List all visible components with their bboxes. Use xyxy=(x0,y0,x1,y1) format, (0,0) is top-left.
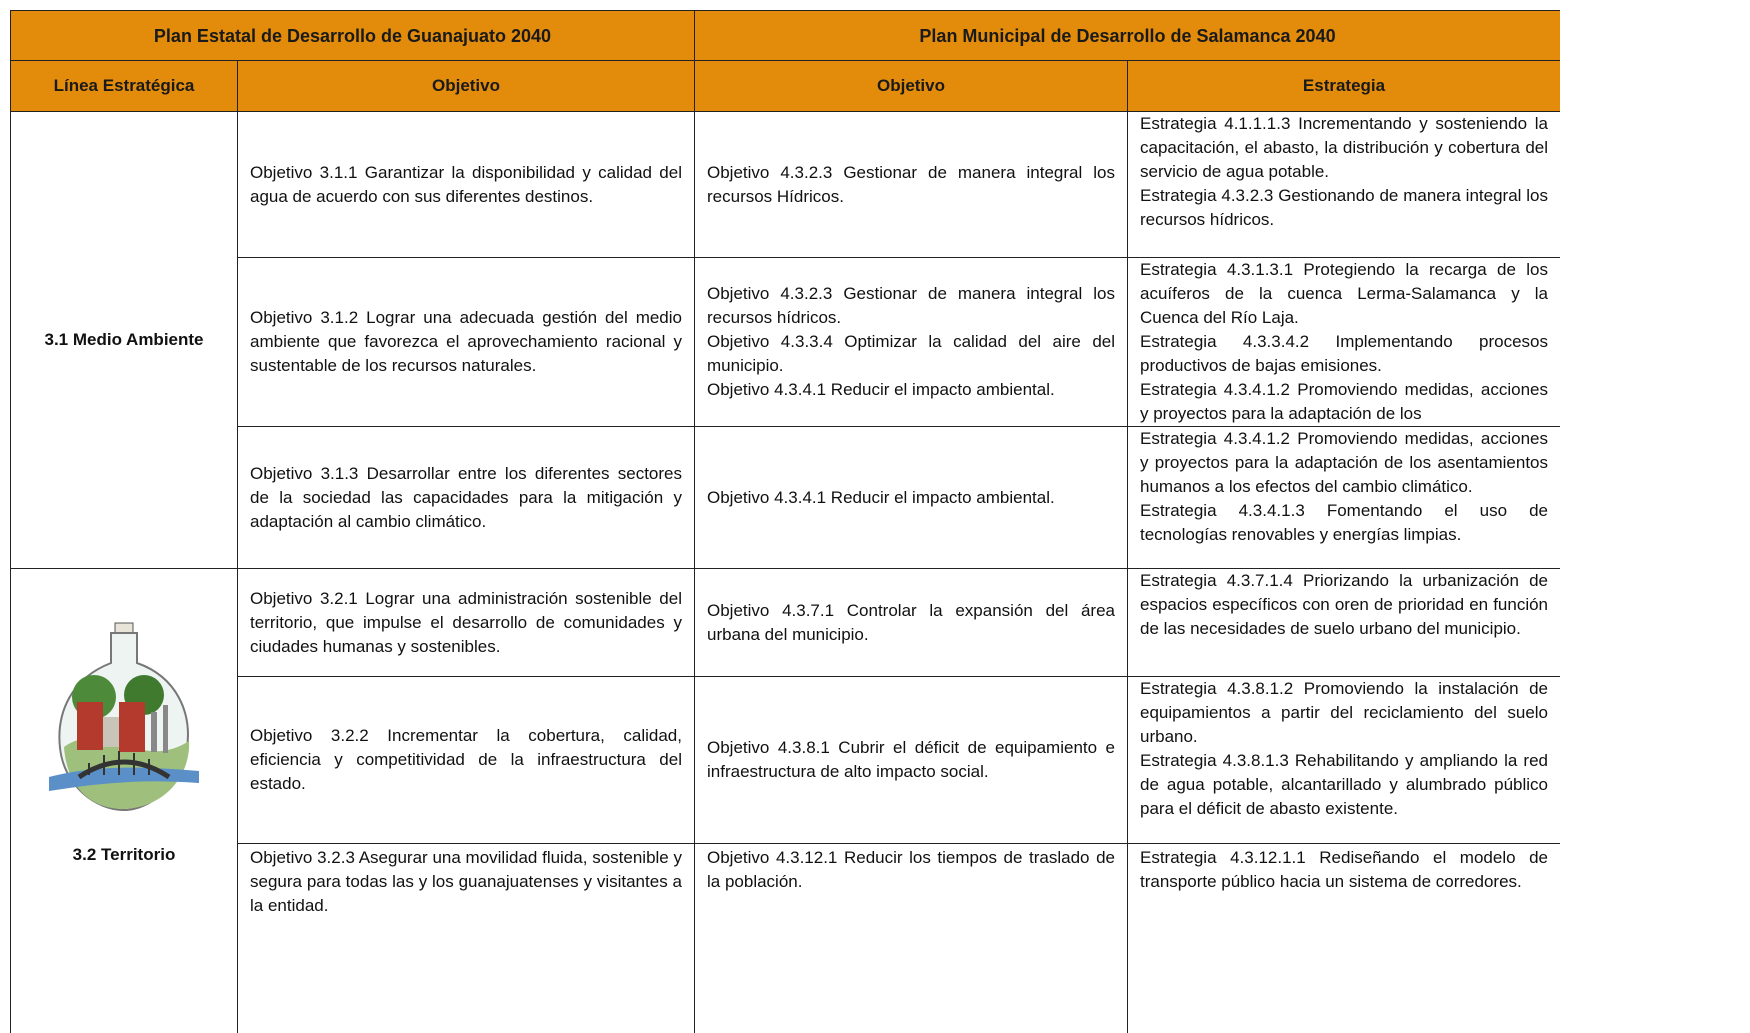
estrategia-text: Estrategia 4.3.4.1.2 Promoviendo medidas… xyxy=(1140,429,1549,496)
estrategia-cell: Estrategia 4.3.1.3.1 Protegiendo la reca… xyxy=(1126,257,1560,427)
estatal-cell: Objetivo 3.1.2 Lograr una adecuada gesti… xyxy=(237,257,695,427)
municipal-cell: Objetivo 4.3.8.1 Cubrir el déficit de eq… xyxy=(694,676,1128,844)
estrategia-cell: Estrategia 4.3.4.1.2 Promoviendo medidas… xyxy=(1126,426,1560,569)
column-header: Objetivo xyxy=(237,60,695,112)
estrategia-text: Estrategia 4.1.1.1.3 Incrementando y sos… xyxy=(1140,114,1549,181)
municipal-text: Objetivo 4.3.8.1 Cubrir el déficit de eq… xyxy=(707,738,1115,781)
table-body: 3.1 Medio Ambiente Objetivo 3.1.1 Garanti… xyxy=(10,111,1560,1033)
linea-estrategica: 3.1 Medio Ambiente xyxy=(10,111,238,569)
column-header: Objetivo xyxy=(694,60,1128,112)
estrategia-cell: Estrategia 4.1.1.1.3 Incrementando y sos… xyxy=(1126,111,1560,258)
estrategia-text: Estrategia 4.3.4.1.3 Fomentando el uso d… xyxy=(1140,501,1549,544)
territory-illustration xyxy=(49,622,199,812)
estatal-text: Objetivo 3.2.3 Asegurar una movilidad fl… xyxy=(250,848,682,915)
estrategia-cell: Estrategia 4.3.8.1.2 Promoviendo la inst… xyxy=(1126,676,1560,844)
municipal-text: Objetivo 4.3.12.1 Reducir los tiempos de… xyxy=(707,848,1115,891)
estrategia-cell: Estrategia 4.3.12.1.1 Rediseñando el mod… xyxy=(1126,843,1560,1033)
estrategia-text: Estrategia 4.3.1.3.1 Protegiendo la reca… xyxy=(1140,260,1549,327)
estrategia-text: Estrategia 4.3.2.3 Gestionando de manera… xyxy=(1140,186,1549,229)
municipal-text: Objetivo 4.3.2.3 Gestionar de manera int… xyxy=(707,162,1115,206)
linea-label: 3.2 Territorio xyxy=(72,845,176,864)
municipal-text: Objetivo 4.3.2.3 Gestionar de manera int… xyxy=(707,284,1115,327)
estrategia-text: Estrategia 4.3.4.1.2 Promoviendo medidas… xyxy=(1140,380,1549,423)
table-row: Objetivo 3.1.2 Lograr una adecuada gesti… xyxy=(11,257,1560,427)
column-header: Línea Estratégica xyxy=(10,60,238,112)
estatal-text: Objetivo 3.2.1 Lograr una administración… xyxy=(250,588,682,656)
estatal-cell: Objetivo 3.2.1 Lograr una administración… xyxy=(237,568,695,677)
estrategia-text: Estrategia 4.3.7.1.4 Priorizando la urba… xyxy=(1140,571,1549,638)
estatal-cell: Objetivo 3.1.1 Garantizar la disponibili… xyxy=(237,111,695,258)
estatal-cell: Objetivo 3.1.3 Desarrollar entre los dif… xyxy=(237,426,695,569)
municipal-cell: Objetivo 4.3.12.1 Reducir los tiempos de… xyxy=(694,843,1128,1033)
municipal-cell: Objetivo 4.3.7.1 Controlar la expansión … xyxy=(694,568,1128,677)
estatal-text: Objetivo 3.2.2 Incrementar la cobertura,… xyxy=(250,726,682,793)
linea-estrategica: 3.2 Territorio xyxy=(10,568,238,1033)
estrategia-text: Estrategia 4.3.3.4.2 Implementando proce… xyxy=(1140,332,1549,375)
municipal-cell: Objetivo 4.3.2.3 Gestionar de manera int… xyxy=(694,257,1128,427)
municipal-cell: Objetivo 4.3.2.3 Gestionar de manera int… xyxy=(694,111,1128,258)
municipal-text: Objetivo 4.3.7.1 Controlar la expansión … xyxy=(707,600,1115,644)
linea-label: 3.1 Medio Ambiente xyxy=(44,330,204,349)
estatal-text: Objetivo 3.1.1 Garantizar la disponibili… xyxy=(250,162,682,206)
estatal-cell: Objetivo 3.2.2 Incrementar la cobertura,… xyxy=(237,676,695,844)
estatal-text: Objetivo 3.1.3 Desarrollar entre los dif… xyxy=(250,463,682,531)
header-left: Plan Estatal de Desarrollo de Guanajuato… xyxy=(10,10,695,61)
estrategia-text: Estrategia 4.3.8.1.3 Rehabilitando y amp… xyxy=(1140,751,1549,818)
estatal-cell: Objetivo 3.2.3 Asegurar una movilidad fl… xyxy=(237,843,695,1033)
table-row: 3.2 Territorio Objetivo 3.2.1 Lograr una … xyxy=(10,568,1560,1033)
table-row: Objetivo 3.2.2 Incrementar la cobertura,… xyxy=(11,676,1560,844)
estatal-text: Objetivo 3.1.2 Lograr una adecuada gesti… xyxy=(250,308,682,375)
table-row: 3.1 Medio Ambiente Objetivo 3.1.1 Garanti… xyxy=(10,111,1560,569)
territory-cell: 3.2 Territorio xyxy=(11,569,237,867)
table-row: Objetivo 3.2.3 Asegurar una movilidad fl… xyxy=(11,843,1560,1033)
municipal-cell: Objetivo 4.3.4.1 Reducir el impacto ambi… xyxy=(694,426,1128,569)
document: Plan Estatal de Desarrollo de Guanajuato… xyxy=(10,10,1560,1033)
alignment-table: Plan Estatal de Desarrollo de Guanajuato… xyxy=(10,10,1560,1033)
estrategia-text: Estrategia 4.3.12.1.1 Rediseñando el mod… xyxy=(1140,848,1549,891)
municipal-text: Objetivo 4.3.3.4 Optimizar la calidad de… xyxy=(707,332,1115,375)
municipal-text: Objetivo 4.3.4.1 Reducir el impacto ambi… xyxy=(707,380,1055,399)
municipal-text: Objetivo 4.3.4.1 Reducir el impacto ambi… xyxy=(707,487,1055,507)
column-header: Estrategia xyxy=(1126,60,1560,112)
table-row: Objetivo 3.1.3 Desarrollar entre los dif… xyxy=(11,426,1560,569)
estrategia-text: Estrategia 4.3.8.1.2 Promoviendo la inst… xyxy=(1140,679,1549,746)
header-right: Plan Municipal de Desarrollo de Salamanc… xyxy=(693,10,1560,61)
estrategia-cell: Estrategia 4.3.7.1.4 Priorizando la urba… xyxy=(1126,568,1560,677)
